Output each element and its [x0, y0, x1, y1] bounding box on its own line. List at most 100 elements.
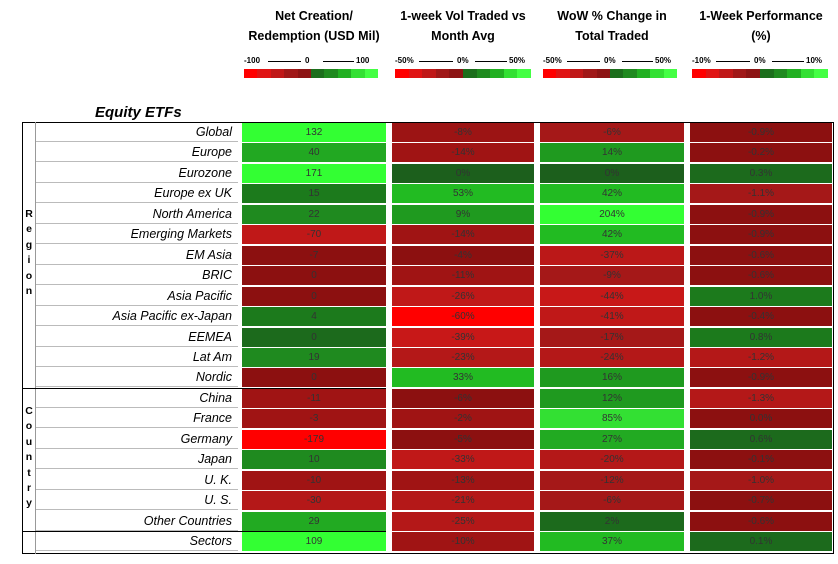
- scale-swatch: [395, 69, 409, 78]
- heatmap-cell: -179: [242, 429, 386, 449]
- scale-swatch: [284, 69, 298, 78]
- table-row: EEMEA 0 -39% -17% 0.8%: [36, 327, 834, 348]
- heatmap-cell: 85%: [540, 409, 684, 429]
- scale-swatch: [556, 69, 570, 78]
- country-group-label-letter: o: [25, 420, 33, 433]
- scale-arrow-left: [268, 61, 301, 62]
- column-header-3: WoW % Change in Total Traded: [536, 6, 688, 46]
- scale-min-label: -50%: [543, 56, 562, 65]
- heatmap-cell: -8%: [392, 123, 534, 142]
- country-group-label-letter: y: [26, 497, 32, 510]
- scale-swatch: [257, 69, 271, 78]
- scale-swatch: [311, 69, 325, 78]
- scale-swatch: [663, 69, 678, 78]
- heatmap-cell: -1.0%: [690, 470, 832, 490]
- table-frame: [22, 122, 834, 554]
- row-label: Nordic: [36, 368, 238, 388]
- region-group-label-letter: e: [26, 223, 32, 236]
- scale-swatch: [462, 69, 477, 78]
- column-header-4: 1-Week Performance (%): [686, 6, 836, 46]
- color-scale-legend: -50% 0% 50%: [395, 56, 531, 78]
- scale-swatch: [490, 69, 504, 78]
- column-header-line2: Total Traded: [575, 29, 649, 43]
- country-group-label-letter: u: [25, 435, 33, 448]
- column-header-line2: Month Avg: [431, 29, 495, 43]
- heatmap-cell: -0.4%: [690, 307, 832, 327]
- scale-max-label: 10%: [806, 56, 823, 65]
- color-scale-legend: -100 0 100: [244, 56, 379, 78]
- heatmap-cell: -44%: [540, 286, 684, 306]
- region-group-label-letter: g: [25, 238, 33, 251]
- scale-max-label: 50%: [655, 56, 672, 65]
- table-row: Europe ex UK 15 53% 42% -1.1%: [36, 184, 834, 204]
- table-row: Emerging Markets -70 -14% 42% -0.9%: [36, 225, 834, 245]
- scale-swatch: [517, 69, 531, 78]
- heatmap-cell: 12%: [540, 388, 684, 408]
- column-header-line1: Net Creation/: [275, 9, 353, 23]
- country-group-label-letter: t: [27, 466, 31, 479]
- heatmap-cell: -21%: [392, 491, 534, 511]
- heatmap-cell: 22: [242, 204, 386, 224]
- scale-arrow-right: [772, 61, 804, 62]
- heatmap-cell: 132: [242, 123, 386, 142]
- heatmap-cell: -17%: [540, 327, 684, 347]
- scale-swatch: [449, 69, 463, 78]
- row-label: Lat Am: [36, 348, 238, 367]
- table-row: China -11 -6% 12% -1.3%: [36, 388, 834, 409]
- heatmap-cell: -2%: [392, 409, 534, 429]
- heatmap-cell: 2%: [540, 511, 684, 531]
- row-label: BRIC: [36, 266, 238, 286]
- heatmap-cell: -1.2%: [690, 347, 832, 367]
- color-scale-legend: -10% 0% 10%: [692, 56, 828, 78]
- scale-mid-label: 0: [305, 56, 310, 65]
- heatmap-cell: -10%: [392, 532, 534, 551]
- heatmap-cell: -4%: [392, 245, 534, 265]
- heatmap-cell: -6%: [540, 491, 684, 511]
- heatmap-cell: 42%: [540, 184, 684, 204]
- heatmap-cell: 4: [242, 307, 386, 327]
- heatmap-cell: 0.0%: [690, 409, 832, 429]
- scale-swatch: [787, 69, 801, 78]
- heatmap-cell: 37%: [540, 532, 684, 551]
- column-header-line1: WoW % Change in: [557, 9, 667, 23]
- table-row: U. S. -30 -21% -6% -0.7%: [36, 491, 834, 511]
- table-row: North America 22 9% 204% -0.9%: [36, 204, 834, 225]
- heatmap-cell: -11: [242, 388, 386, 408]
- heatmap-cell: 0.3%: [690, 163, 832, 183]
- heatmap-cell: -0.6%: [690, 266, 832, 286]
- scale-arrow-left: [716, 61, 750, 62]
- row-label: EM Asia: [36, 246, 238, 265]
- scale-arrow-right: [475, 61, 507, 62]
- scale-swatch: [297, 69, 312, 78]
- scale-swatch: [569, 69, 584, 78]
- scale-swatch: [244, 69, 258, 78]
- heatmap-cell: 53%: [392, 184, 534, 204]
- heatmap-cell: 0: [242, 327, 386, 347]
- region-group-label-letter: n: [25, 285, 33, 298]
- region-group-label-letter: R: [25, 208, 33, 220]
- scale-swatch: [759, 69, 774, 78]
- heatmap-cell: 14%: [540, 143, 684, 163]
- scale-swatch: [623, 69, 637, 78]
- table-row: Asia Pacific 0 -26% -44% 1.0%: [36, 286, 834, 307]
- scale-swatch: [773, 69, 788, 78]
- row-label: Sectors: [36, 532, 238, 551]
- heatmap-cell: -23%: [392, 347, 534, 367]
- scale-mid-label: 0%: [457, 56, 469, 65]
- heatmap-cell: -30: [242, 491, 386, 511]
- heatmap-cell: 33%: [392, 368, 534, 388]
- heatmap-cell: -0.1%: [690, 450, 832, 470]
- scale-swatch: [650, 69, 664, 78]
- heatmap-cell: 9%: [392, 204, 534, 224]
- column-header-line1: 1-week Vol Traded vs: [400, 9, 526, 23]
- scale-swatch: [814, 69, 828, 78]
- table-row: BRIC 0 -11% -9% -0.6%: [36, 266, 834, 286]
- scale-mid-label: 0%: [604, 56, 616, 65]
- table-row: Eurozone 171 0% 0% 0.3%: [36, 163, 834, 184]
- heatmap-cell: -1.3%: [690, 388, 832, 408]
- heatmap-cell: -0.2%: [690, 143, 832, 163]
- heatmap-cell: -0.6%: [690, 245, 832, 265]
- heatmap-cell: 0.6%: [690, 429, 832, 449]
- scale-max-label: 100: [356, 56, 370, 65]
- heatmap-cell: -25%: [392, 511, 534, 531]
